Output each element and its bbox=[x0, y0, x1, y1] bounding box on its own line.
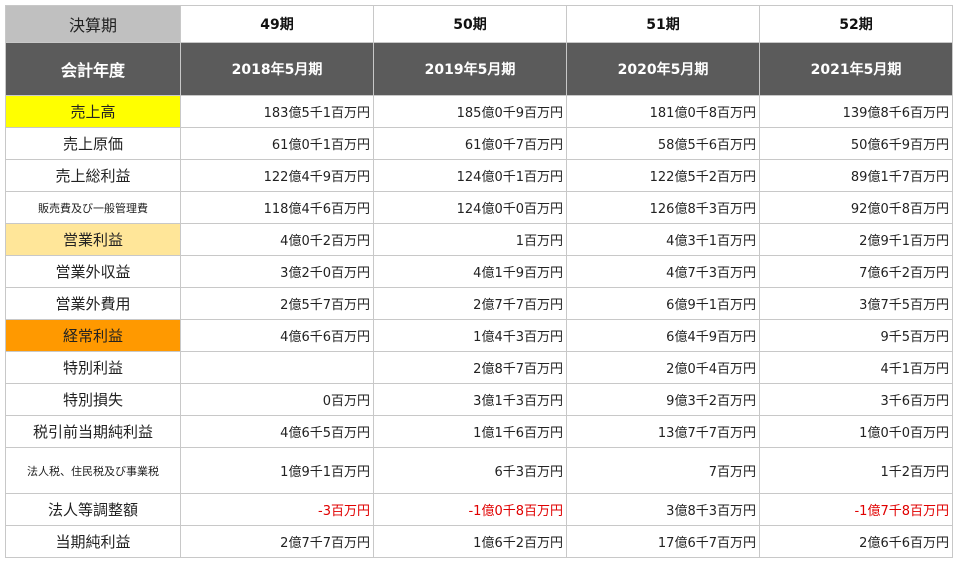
value-cell: 2億0千4百万円 bbox=[566, 351, 760, 384]
value-cell: 122億5千2百万円 bbox=[566, 159, 760, 192]
table-row: 法人等調整額 -3百万円 -1億0千8百万円 3億8千3百万円 -1億7千8百万円 bbox=[5, 493, 953, 526]
fiscal-year-2021-cell: 2021年5月期 bbox=[759, 42, 953, 96]
financial-summary-table: 決算期 49期 50期 51期 52期 会計年度 2018年5月期 2019年5… bbox=[5, 5, 953, 558]
value-cell: 2億8千7百万円 bbox=[373, 351, 567, 384]
value-cell: 7億6千2百万円 bbox=[759, 255, 953, 288]
value-cell: -3百万円 bbox=[180, 493, 374, 526]
row-label: 経常利益 bbox=[5, 319, 181, 352]
value-cell: -1億7千8百万円 bbox=[759, 493, 953, 526]
value-cell: 6億9千1百万円 bbox=[566, 287, 760, 320]
value-cell: 126億8千3百万円 bbox=[566, 191, 760, 224]
value-cell: 0百万円 bbox=[180, 383, 374, 416]
value-cell: 3千6百万円 bbox=[759, 383, 953, 416]
value-cell: 13億7千7百万円 bbox=[566, 415, 760, 448]
value-cell: 124億0千1百万円 bbox=[373, 159, 567, 192]
table-row: 売上総利益 122億4千9百万円 124億0千1百万円 122億5千2百万円 89億1千… bbox=[5, 159, 953, 192]
value-cell: 185億0千9百万円 bbox=[373, 95, 567, 128]
row-label: 当期純利益 bbox=[5, 525, 181, 558]
fiscal-year-2019-cell: 2019年5月期 bbox=[373, 42, 567, 96]
value-cell: 3億2千0百万円 bbox=[180, 255, 374, 288]
row-label: 特別損失 bbox=[5, 383, 181, 416]
value-cell: 4億7千3百万円 bbox=[566, 255, 760, 288]
value-cell: 122億4千9百万円 bbox=[180, 159, 374, 192]
value-cell: 183億5千1百万円 bbox=[180, 95, 374, 128]
row-label: 販売費及び一般管理費 bbox=[5, 191, 181, 224]
value-cell: 1億1千6百万円 bbox=[373, 415, 567, 448]
row-label: 特別利益 bbox=[5, 351, 181, 384]
value-cell: 3億7千5百万円 bbox=[759, 287, 953, 320]
table-row: 法人税、住民税及び事業税 1億9千1百万円 6千3百万円 7百万円 1千2百万円 bbox=[5, 447, 953, 494]
value-cell: 17億6千7百万円 bbox=[566, 525, 760, 558]
value-cell: 6億4千9百万円 bbox=[566, 319, 760, 352]
value-cell: 9千5百万円 bbox=[759, 319, 953, 352]
fiscal-year-2018-cell: 2018年5月期 bbox=[180, 42, 374, 96]
row-label: 営業利益 bbox=[5, 223, 181, 256]
row-label: 法人税、住民税及び事業税 bbox=[5, 447, 181, 494]
row-label: 売上原価 bbox=[5, 127, 181, 160]
value-cell: 4億6千5百万円 bbox=[180, 415, 374, 448]
value-cell: 1百万円 bbox=[373, 223, 567, 256]
table-row: 営業利益 4億0千2百万円 1百万円 4億3千1百万円 2億9千1百万円 bbox=[5, 223, 953, 256]
period-50-cell: 50期 bbox=[373, 5, 567, 43]
financial-rows: 売上高 183億5千1百万円 185億0千9百万円 181億0千8百万円 139億8千6… bbox=[5, 95, 953, 558]
value-cell: 2億6千6百万円 bbox=[759, 525, 953, 558]
value-cell: 9億3千2百万円 bbox=[566, 383, 760, 416]
row-label: 売上総利益 bbox=[5, 159, 181, 192]
period-52-cell: 52期 bbox=[759, 5, 953, 43]
fiscal-year-label-cell: 会計年度 bbox=[5, 42, 181, 96]
period-label-cell: 決算期 bbox=[5, 5, 181, 43]
value-cell: 3億8千3百万円 bbox=[566, 493, 760, 526]
table-row: 営業外費用 2億5千7百万円 2億7千7百万円 6億9千1百万円 3億7千5百万円 bbox=[5, 287, 953, 320]
value-cell: -1億0千8百万円 bbox=[373, 493, 567, 526]
table-row: 販売費及び一般管理費 118億4千6百万円 124億0千0百万円 126億8千3百万円… bbox=[5, 191, 953, 224]
value-cell: 6千3百万円 bbox=[373, 447, 567, 494]
value-cell: 50億6千9百万円 bbox=[759, 127, 953, 160]
value-cell bbox=[180, 351, 374, 384]
value-cell: 4億6千6百万円 bbox=[180, 319, 374, 352]
value-cell: 2億5千7百万円 bbox=[180, 287, 374, 320]
table-row: 当期純利益 2億7千7百万円 1億6千2百万円 17億6千7百万円 2億6千6百万円 bbox=[5, 525, 953, 558]
value-cell: 58億5千6百万円 bbox=[566, 127, 760, 160]
value-cell: 124億0千0百万円 bbox=[373, 191, 567, 224]
value-cell: 2億7千7百万円 bbox=[373, 287, 567, 320]
row-label: 売上高 bbox=[5, 95, 181, 128]
table-row: 経常利益 4億6千6百万円 1億4千3百万円 6億4千9百万円 9千5百万円 bbox=[5, 319, 953, 352]
value-cell: 1億0千0百万円 bbox=[759, 415, 953, 448]
fiscal-year-header-row: 会計年度 2018年5月期 2019年5月期 2020年5月期 2021年5月期 bbox=[5, 42, 953, 96]
value-cell: 92億0千8百万円 bbox=[759, 191, 953, 224]
table-row: 売上原価 61億0千1百万円 61億0千7百万円 58億5千6百万円 50億6千9百万円 bbox=[5, 127, 953, 160]
value-cell: 2億9千1百万円 bbox=[759, 223, 953, 256]
fiscal-year-2020-cell: 2020年5月期 bbox=[566, 42, 760, 96]
period-49-cell: 49期 bbox=[180, 5, 374, 43]
row-label: 法人等調整額 bbox=[5, 493, 181, 526]
period-header-row: 決算期 49期 50期 51期 52期 bbox=[5, 5, 953, 43]
table-row: 売上高 183億5千1百万円 185億0千9百万円 181億0千8百万円 139億8千6… bbox=[5, 95, 953, 128]
table-row: 特別損失 0百万円 3億1千3百万円 9億3千2百万円 3千6百万円 bbox=[5, 383, 953, 416]
value-cell: 1千2百万円 bbox=[759, 447, 953, 494]
value-cell: 61億0千7百万円 bbox=[373, 127, 567, 160]
table-row: 税引前当期純利益 4億6千5百万円 1億1千6百万円 13億7千7百万円 1億0千0百万… bbox=[5, 415, 953, 448]
value-cell: 118億4千6百万円 bbox=[180, 191, 374, 224]
value-cell: 4千1百万円 bbox=[759, 351, 953, 384]
row-label: 税引前当期純利益 bbox=[5, 415, 181, 448]
value-cell: 1億4千3百万円 bbox=[373, 319, 567, 352]
value-cell: 181億0千8百万円 bbox=[566, 95, 760, 128]
value-cell: 4億0千2百万円 bbox=[180, 223, 374, 256]
row-label: 営業外収益 bbox=[5, 255, 181, 288]
table-row: 特別利益 2億8千7百万円 2億0千4百万円 4千1百万円 bbox=[5, 351, 953, 384]
value-cell: 3億1千3百万円 bbox=[373, 383, 567, 416]
value-cell: 4億3千1百万円 bbox=[566, 223, 760, 256]
value-cell: 139億8千6百万円 bbox=[759, 95, 953, 128]
value-cell: 61億0千1百万円 bbox=[180, 127, 374, 160]
period-51-cell: 51期 bbox=[566, 5, 760, 43]
value-cell: 7百万円 bbox=[566, 447, 760, 494]
value-cell: 2億7千7百万円 bbox=[180, 525, 374, 558]
row-label: 営業外費用 bbox=[5, 287, 181, 320]
value-cell: 4億1千9百万円 bbox=[373, 255, 567, 288]
value-cell: 1億6千2百万円 bbox=[373, 525, 567, 558]
value-cell: 89億1千7百万円 bbox=[759, 159, 953, 192]
table-row: 営業外収益 3億2千0百万円 4億1千9百万円 4億7千3百万円 7億6千2百万円 bbox=[5, 255, 953, 288]
value-cell: 1億9千1百万円 bbox=[180, 447, 374, 494]
